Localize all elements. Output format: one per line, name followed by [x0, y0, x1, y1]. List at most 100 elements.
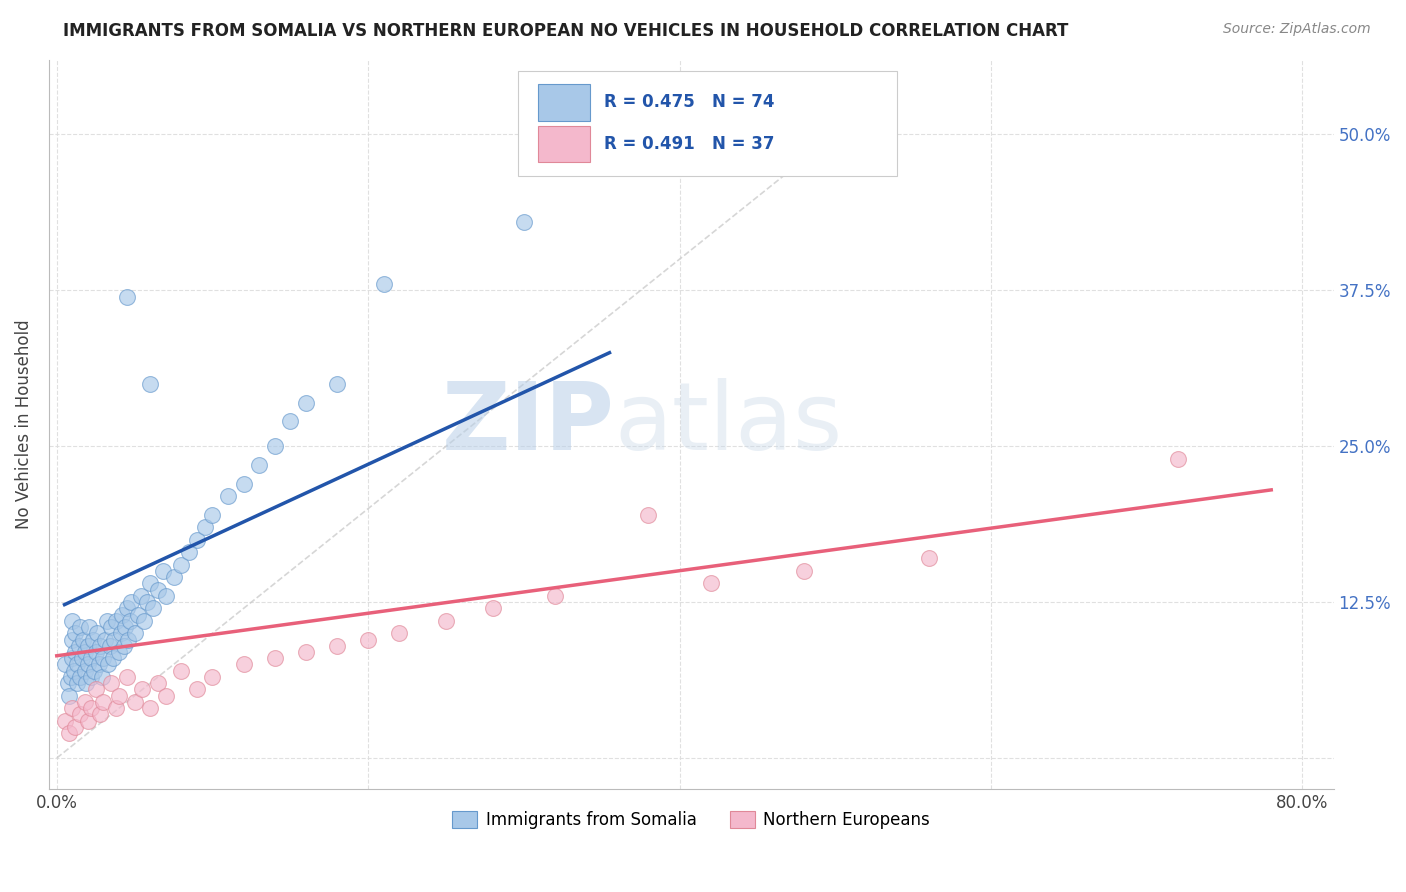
Point [247, 458, 270, 472]
Point [127, 607, 149, 622]
Y-axis label: No Vehicles in Household: No Vehicles in Household [15, 319, 32, 529]
Point [513, 215, 536, 229]
Point [112, 639, 135, 653]
Text: atlas: atlas [614, 378, 842, 470]
Point [89, 707, 111, 722]
Point [146, 582, 169, 597]
Point [58, 689, 80, 703]
Point [90, 670, 112, 684]
Point [544, 589, 567, 603]
Point [699, 576, 721, 591]
Point [77, 639, 100, 653]
Point [108, 689, 131, 703]
Point [80, 651, 103, 665]
Point [73, 645, 96, 659]
Point [98, 639, 121, 653]
Point [104, 614, 127, 628]
Point [170, 664, 193, 678]
Text: R = 0.475   N = 74: R = 0.475 N = 74 [605, 93, 775, 111]
Point [373, 277, 395, 291]
Point [53, 714, 76, 728]
Point [100, 676, 122, 690]
Point [73, 664, 96, 678]
Point [103, 632, 125, 647]
Point [60, 632, 83, 647]
FancyBboxPatch shape [517, 70, 897, 177]
Point [75, 676, 97, 690]
Point [104, 701, 127, 715]
Point [263, 439, 285, 453]
Text: Source: ZipAtlas.com: Source: ZipAtlas.com [1223, 22, 1371, 37]
Point [170, 558, 193, 572]
Point [56, 676, 79, 690]
Point [65, 720, 87, 734]
Point [186, 533, 208, 547]
Point [65, 626, 87, 640]
Point [82, 632, 104, 647]
Point [111, 607, 134, 622]
Point [69, 620, 91, 634]
Point [132, 614, 155, 628]
Point [142, 601, 165, 615]
Point [131, 682, 153, 697]
Point [114, 620, 136, 634]
Point [115, 670, 138, 684]
Point [93, 695, 115, 709]
Point [94, 632, 117, 647]
Point [388, 626, 411, 640]
Point [139, 376, 162, 391]
Point [66, 676, 89, 690]
Point [263, 651, 285, 665]
Point [186, 682, 208, 697]
Point [152, 564, 174, 578]
Point [80, 670, 103, 684]
Point [108, 645, 131, 659]
Point [434, 614, 457, 628]
Point [326, 376, 349, 391]
Point [65, 645, 87, 659]
Point [79, 620, 101, 634]
Point [357, 632, 380, 647]
Point [117, 632, 139, 647]
Point [59, 670, 82, 684]
Point [53, 657, 76, 672]
Point [69, 707, 91, 722]
Point [139, 701, 162, 715]
Point [136, 595, 159, 609]
Point [162, 570, 184, 584]
Text: IMMIGRANTS FROM SOMALIA VS NORTHERN EUROPEAN NO VEHICLES IN HOUSEHOLD CORRELATIO: IMMIGRANTS FROM SOMALIA VS NORTHERN EURO… [63, 22, 1069, 40]
Point [97, 657, 120, 672]
Point [129, 589, 152, 603]
Text: R = 0.491   N = 37: R = 0.491 N = 37 [605, 135, 775, 153]
Point [115, 601, 138, 615]
Point [918, 551, 941, 566]
Point [118, 614, 141, 628]
Point [278, 414, 301, 428]
Point [217, 489, 239, 503]
Point [100, 620, 122, 634]
Point [115, 289, 138, 303]
Point [80, 701, 103, 715]
Point [63, 664, 86, 678]
Point [124, 626, 146, 640]
Point [77, 714, 100, 728]
Point [295, 395, 318, 409]
Point [60, 614, 83, 628]
Point [146, 676, 169, 690]
Point [1167, 451, 1189, 466]
Point [124, 695, 146, 709]
Point [87, 657, 110, 672]
FancyBboxPatch shape [538, 85, 589, 121]
Point [84, 682, 107, 697]
Point [70, 651, 93, 665]
Point [232, 657, 254, 672]
Legend: Immigrants from Somalia, Northern Europeans: Immigrants from Somalia, Northern Europe… [446, 804, 936, 836]
Point [66, 657, 89, 672]
Point [637, 508, 659, 522]
Point [326, 639, 349, 653]
Point [72, 632, 94, 647]
Point [60, 701, 83, 715]
Point [194, 520, 217, 534]
Point [232, 476, 254, 491]
Text: ZIP: ZIP [441, 378, 614, 470]
